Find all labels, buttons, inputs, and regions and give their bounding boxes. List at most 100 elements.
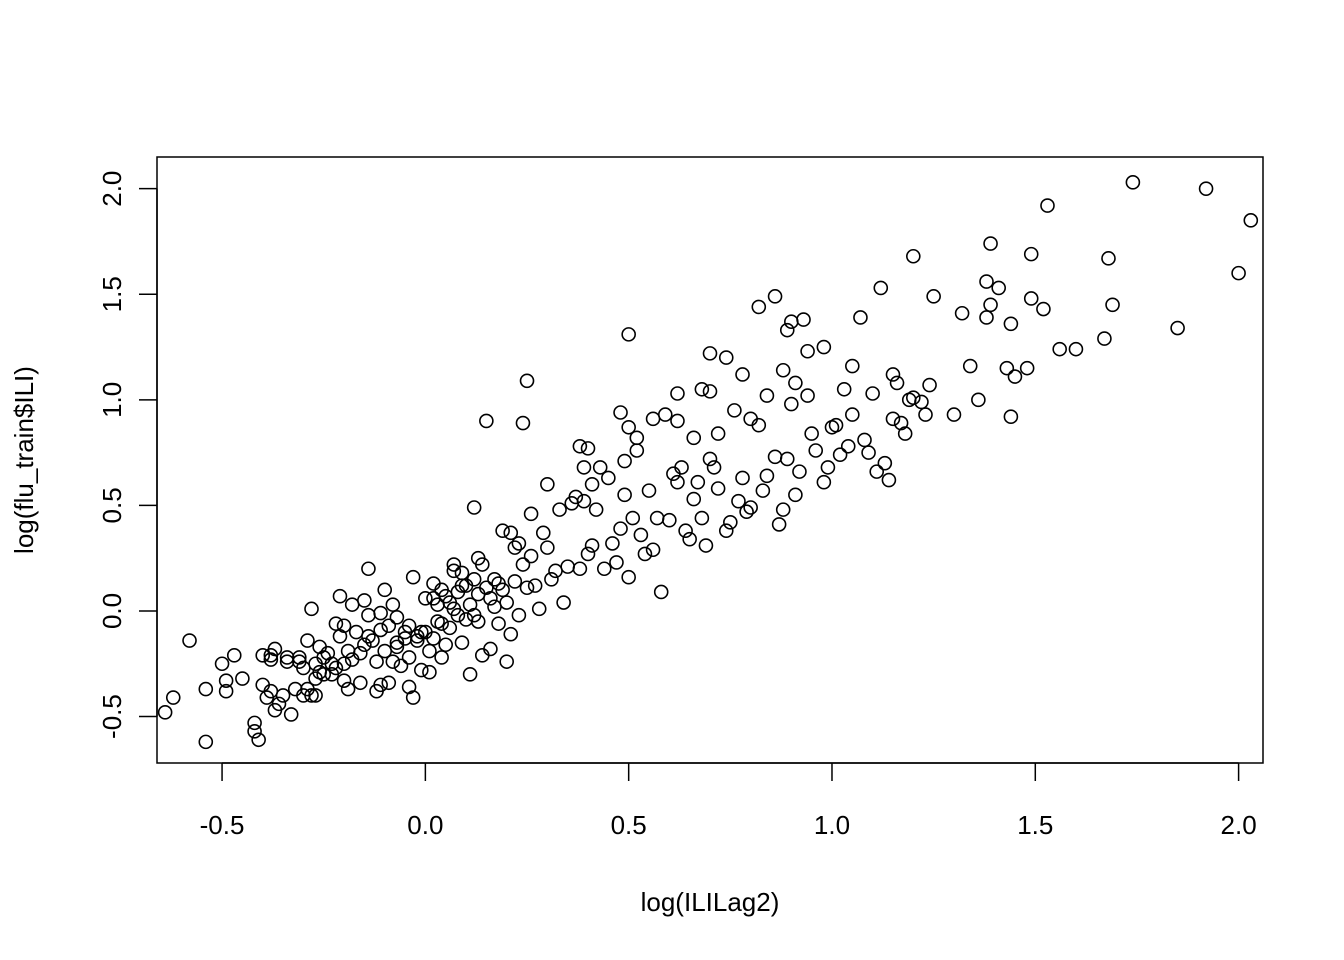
data-point [511,536,527,551]
data-point [946,407,962,422]
data-point [426,631,441,646]
data-point [914,394,929,410]
data-point [580,441,596,456]
data-point [442,620,458,636]
data-point [979,310,994,325]
data-point [523,506,539,522]
data-point [617,487,632,503]
data-point [157,705,173,720]
data-point [784,396,799,412]
data-point [767,449,783,465]
data-point [344,597,360,612]
data-point [454,635,470,650]
data-point [1097,331,1112,346]
data-point [470,614,486,629]
data-point [1040,198,1055,213]
x-tick-label: 1.5 [1017,810,1053,840]
data-point [495,523,510,539]
data-point [458,612,474,627]
data-point [739,504,754,520]
data-point [560,559,575,574]
data-point [527,578,543,593]
data-point [690,474,706,490]
data-point [962,358,978,374]
data-point [499,595,514,610]
data-point [548,563,563,579]
data-point [576,493,592,509]
data-point [572,438,588,454]
y-axis: -0.5 0.0 0.5 1.0 1.5 2.0 [97,171,158,739]
data-point [414,662,429,678]
data-point [414,624,429,640]
data-point [247,715,262,731]
data-point [869,464,885,479]
data-point [479,413,494,429]
data-point [662,512,677,528]
data-point [702,451,718,467]
data-point [361,607,376,623]
data-point [523,548,539,564]
data-point [434,582,449,598]
data-point [718,523,734,539]
data-point [328,616,344,631]
data-point [621,569,636,585]
data-point [861,445,876,460]
data-point [544,571,559,587]
data-point [308,688,323,703]
data-point [613,521,628,536]
data-point [775,502,791,517]
data-point [983,297,998,313]
data-point [784,314,799,329]
data-point [1007,369,1023,384]
data-point [666,466,681,482]
data-point [556,595,571,610]
data-point [405,690,421,705]
data-point [263,648,279,663]
data-point [336,618,352,634]
data-point [694,510,710,526]
data-point [629,443,645,458]
data-point [1019,360,1035,376]
data-point [540,476,555,492]
data-point [621,419,636,435]
data-point [800,343,815,359]
data-point [609,555,624,570]
data-point [552,502,567,517]
data-point [645,411,661,427]
y-tick-label: 0.5 [97,487,127,523]
data-point [723,514,738,530]
y-tick-label: 0.0 [97,593,127,629]
y-tick-label: 1.0 [97,382,127,418]
data-point [434,616,449,631]
data-point [788,487,803,503]
data-point [820,460,836,475]
data-point [686,430,702,446]
x-tick-label: 0.0 [407,810,443,840]
data-point [454,578,470,593]
data-point [409,629,425,644]
data-point [759,468,775,484]
data-point [999,360,1015,376]
data-point [613,405,628,420]
data-point [853,310,868,325]
data-point [279,650,295,665]
data-point [718,350,734,365]
data-point [393,658,409,674]
data-point [503,525,519,541]
data-point [255,648,271,663]
data-point [470,550,486,566]
data-point [381,675,397,691]
data-points [157,175,1259,750]
data-point [596,561,612,577]
data-point [316,667,332,682]
data-point [348,624,364,640]
data-point [840,438,856,454]
data-point [515,415,531,431]
data-point [519,580,535,596]
data-point [983,236,998,251]
data-point [901,392,917,408]
data-point [641,483,657,498]
data-point [373,605,388,621]
data-point [865,386,880,401]
data-point [771,517,787,532]
